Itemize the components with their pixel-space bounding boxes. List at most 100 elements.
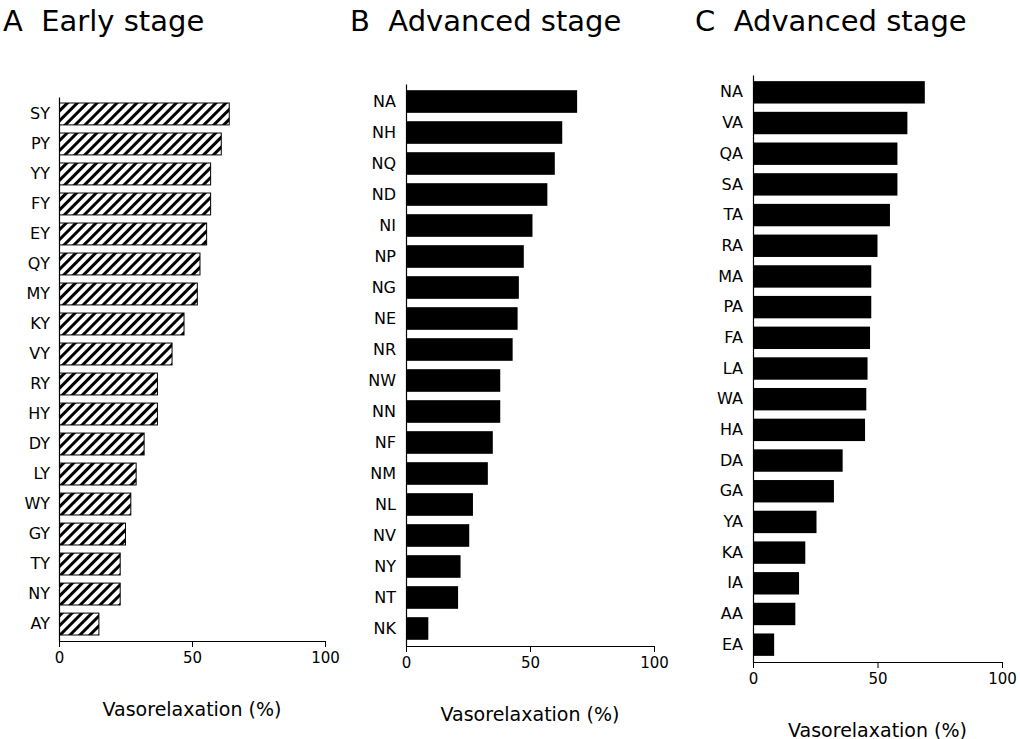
bar: [753, 265, 871, 287]
tick: AY: [31, 614, 59, 633]
tick-mark: [654, 646, 655, 652]
bar: [406, 121, 562, 144]
category-label: SA: [722, 175, 743, 194]
figure: A Early stageSYPYYYFYEYQYMYKYVYRYHYDYLYW…: [0, 0, 1020, 739]
tick: NY: [374, 557, 406, 576]
category-label: NH: [372, 123, 396, 142]
tick: 50: [868, 662, 887, 688]
bar: [406, 493, 473, 516]
bar: [59, 163, 211, 185]
bar: [753, 480, 834, 502]
tick: FA: [724, 328, 753, 347]
bar: [59, 223, 207, 245]
tick: NL: [375, 495, 406, 514]
bar: [753, 572, 799, 594]
bars: [753, 81, 925, 656]
bar: [753, 143, 897, 165]
bar: [753, 511, 816, 533]
tick: TY: [29, 554, 59, 573]
category-label: GA: [720, 481, 743, 500]
bar: [406, 462, 488, 485]
x-axis: 0 50 100: [749, 662, 1017, 688]
tick: NP: [374, 247, 406, 266]
category-label: YA: [723, 512, 744, 531]
bar: [753, 235, 878, 257]
category-label: YY: [29, 164, 50, 183]
bar: [59, 283, 197, 305]
bar: [753, 357, 868, 379]
tick: 50: [521, 646, 540, 672]
tick: NN: [372, 402, 406, 421]
tick: DA: [720, 451, 753, 470]
tick: KY: [30, 314, 59, 333]
bar: [753, 388, 866, 410]
bar: [406, 400, 500, 423]
category-label: NK: [374, 619, 397, 638]
bars: [406, 90, 577, 640]
bar: [406, 338, 513, 361]
axis-title: Vasorelaxation (%): [441, 703, 620, 725]
tick: QY: [28, 254, 59, 273]
y-axis: SYPYYYFYEYQYMYKYVYRYHYDYLYWYGYTYNYAY: [24, 98, 59, 642]
category-label: GY: [29, 524, 51, 543]
bar: [753, 603, 795, 625]
tick: QA: [719, 144, 753, 163]
bar: [59, 103, 229, 125]
bar: [753, 112, 907, 134]
tick: YY: [29, 164, 59, 183]
bar: [753, 173, 897, 195]
tick: NG: [372, 278, 406, 297]
bar: [406, 152, 555, 175]
category-label: NA: [720, 82, 743, 101]
tick: SY: [30, 104, 59, 123]
category-label: TA: [723, 205, 744, 224]
category-label: NR: [373, 340, 396, 359]
bar: [753, 327, 870, 349]
tick-mark: [530, 646, 531, 652]
y-axis: NANHNQNDNINPNGNENRNWNNNFNMNLNVNYNTNK: [368, 85, 406, 647]
bar: [753, 541, 805, 563]
tick: 100: [988, 662, 1017, 688]
tick: GA: [720, 481, 753, 500]
tick: 0: [55, 641, 65, 667]
title: C Advanced stage: [695, 4, 967, 38]
tick: EY: [30, 224, 59, 243]
tick: RA: [722, 236, 753, 255]
category-label: MA: [718, 267, 743, 286]
tick: FY: [31, 194, 59, 213]
x-axis: 050100: [402, 646, 669, 672]
category-label: NA: [373, 92, 396, 111]
bars: [59, 103, 229, 635]
tick: VA: [722, 113, 753, 132]
tick: 0: [749, 662, 759, 688]
tick: ND: [372, 185, 406, 204]
category-label: NT: [374, 588, 396, 607]
category-label: PY: [31, 134, 50, 153]
tick: NA: [373, 92, 406, 111]
tick-mark: [878, 662, 879, 668]
tick: MA: [718, 267, 753, 286]
bar: [59, 343, 172, 365]
category-label: QY: [28, 254, 51, 273]
category-label: EA: [722, 635, 743, 654]
bar: [59, 613, 99, 635]
category-label: HY: [28, 404, 50, 423]
category-label: DY: [29, 434, 50, 453]
tick: YA: [723, 512, 753, 531]
panel: A Early stageSYPYYYFYEYQYMYKYVYRYHYDYLYW…: [3, 4, 340, 720]
bar: [59, 523, 126, 545]
bar: [59, 433, 144, 455]
tick: WA: [717, 389, 753, 408]
tick: NR: [373, 340, 406, 359]
tick: SA: [722, 175, 753, 194]
tick: MY: [26, 284, 59, 303]
bar: [406, 555, 461, 578]
axis-line: [59, 98, 60, 642]
bar: [753, 419, 865, 441]
category-label: NE: [374, 309, 396, 328]
tick: NK: [374, 619, 406, 638]
tick: DY: [29, 434, 59, 453]
category-label: VA: [722, 113, 743, 132]
bar: [406, 183, 547, 206]
category-label: NY: [28, 584, 50, 603]
